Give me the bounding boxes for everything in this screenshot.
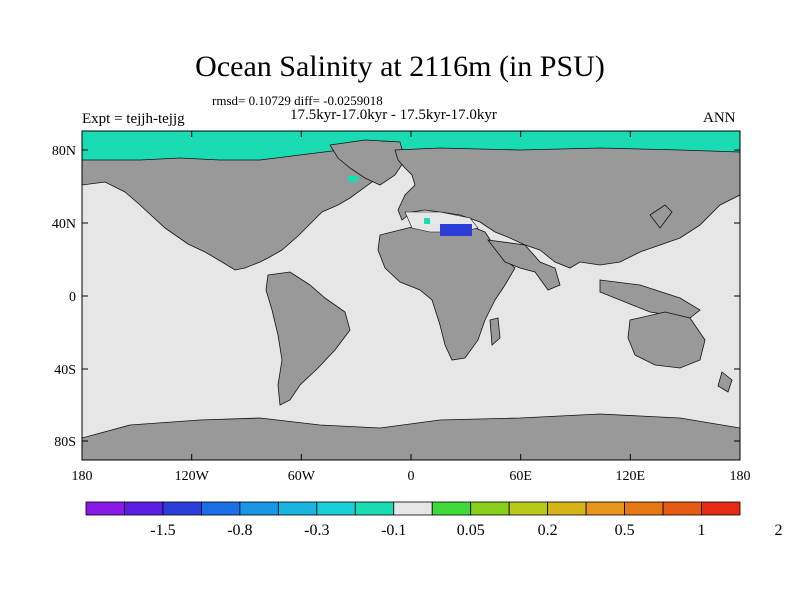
colorbar-label: 0.05 (457, 522, 485, 539)
colorbar-swatch (354, 501, 395, 516)
mediterranean-anomaly (440, 224, 472, 236)
colorbar-label: 1 (698, 522, 706, 539)
land-madagascar (489, 317, 501, 346)
colorbar-labels: -1.5 -0.8 -0.3 -0.1 0.05 0.2 0.5 1 2 (150, 522, 782, 539)
colorbar-label: 2 (774, 522, 782, 539)
colorbar-swatch (585, 501, 625, 516)
colorbar-swatch (316, 501, 356, 516)
lat-label-40n: 40N (52, 217, 76, 232)
colorbar-label: -0.1 (381, 522, 406, 539)
colorbar-label: -1.5 (150, 522, 175, 539)
land-antarctica (82, 413, 740, 460)
colorbar-swatch (124, 501, 164, 516)
lon-label-60w: 60W (288, 469, 316, 484)
land-mask (82, 139, 740, 460)
lat-label-80n: 80N (52, 144, 76, 159)
colorbar-swatch (277, 501, 318, 516)
labrador-anomaly (348, 176, 358, 182)
colorbar-swatch (431, 501, 472, 516)
season-label: ANN (703, 110, 736, 126)
land-eurasia (394, 147, 740, 269)
lat-label-0: 0 (69, 290, 76, 305)
colorbar-label: 0.2 (538, 522, 558, 539)
map-title: Ocean Salinity at 2116m (in PSU) (195, 50, 605, 83)
colorbar-swatch (162, 501, 202, 516)
colorbar-swatch (547, 501, 587, 516)
land-arabia-india (487, 239, 561, 291)
lon-label-60e: 60E (509, 469, 532, 484)
colorbar-swatch (85, 501, 125, 516)
land-africa (377, 221, 516, 361)
colorbar-swatch (508, 501, 549, 516)
lon-label-180w: 180 (72, 469, 93, 484)
land-greenland (329, 139, 406, 186)
lat-ticks (82, 149, 740, 442)
lon-label-120w: 120W (175, 469, 210, 484)
land-australia (627, 311, 706, 369)
land-japan (649, 204, 673, 229)
colorbar (85, 501, 741, 516)
lon-label-120e: 120E (616, 469, 646, 484)
lat-label-40s: 40S (54, 363, 76, 378)
colorbar-swatch (701, 501, 741, 516)
land-south-america (265, 271, 351, 406)
lat-label-80s: 80S (54, 435, 76, 450)
colorbar-label: -0.3 (304, 522, 329, 539)
colorbar-swatch (624, 501, 664, 516)
colorbar-swatch (393, 501, 433, 516)
period-line: 17.5kyr-17.0kyr - 17.5kyr-17.0kyr (290, 107, 497, 123)
stats-line: rmsd= 0.10729 diff= -0.0259018 (212, 93, 383, 108)
lon-label-0: 0 (408, 469, 415, 484)
colorbar-swatch (662, 501, 702, 516)
colorbar-swatch (239, 501, 279, 516)
mediterranean-anomaly-west (424, 218, 430, 224)
colorbar-swatch (470, 501, 510, 516)
colorbar-label: -0.8 (227, 522, 252, 539)
map-panel (82, 131, 740, 460)
land-north-america (82, 149, 396, 271)
lon-label-180e: 180 (730, 469, 751, 484)
colorbar-label: 0.5 (615, 522, 635, 539)
colorbar-swatch (201, 501, 241, 516)
experiment-label: Expt = tejjh-tejjg (82, 111, 185, 127)
lon-ticks (81, 131, 741, 460)
land-new-zealand (717, 371, 733, 393)
